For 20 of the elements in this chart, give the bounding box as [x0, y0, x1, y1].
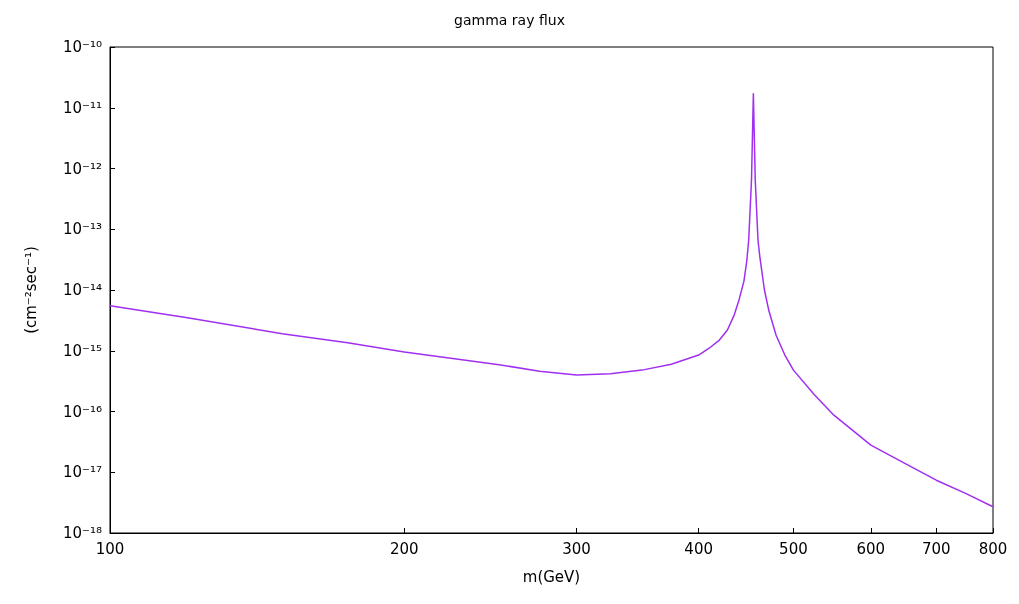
y-tick-label: 10⁻¹⁰	[62, 38, 102, 56]
y-tick-label: 10⁻¹²	[62, 159, 102, 178]
y-tick-label: 10⁻¹¹	[62, 98, 102, 117]
x-tick-label: 300	[562, 539, 591, 558]
y-tick-label: 10⁻¹⁷	[62, 463, 102, 482]
x-axis-title: m(GeV)	[522, 567, 581, 586]
y-axis-title: (cm⁻²sec⁻¹)	[21, 246, 40, 334]
x-tick-label: 400	[684, 539, 713, 558]
chart-title: gamma ray flux	[454, 12, 565, 28]
y-tick-label: 10⁻¹³	[62, 220, 102, 239]
x-tick-label: 200	[390, 539, 419, 558]
x-tick-label: 700	[921, 539, 951, 558]
x-tick-label: 500	[779, 539, 808, 558]
x-tick-label: 100	[95, 539, 125, 558]
y-tick-label: 10⁻¹⁵	[62, 341, 102, 360]
x-tick-label: 800	[978, 539, 1008, 558]
y-tick-label: 10⁻¹⁸	[62, 524, 102, 542]
y-tick-label: 10⁻¹⁶	[62, 402, 102, 421]
x-tick-label: 600	[856, 539, 886, 558]
y-tick-label: 10⁻¹⁴	[62, 281, 102, 299]
